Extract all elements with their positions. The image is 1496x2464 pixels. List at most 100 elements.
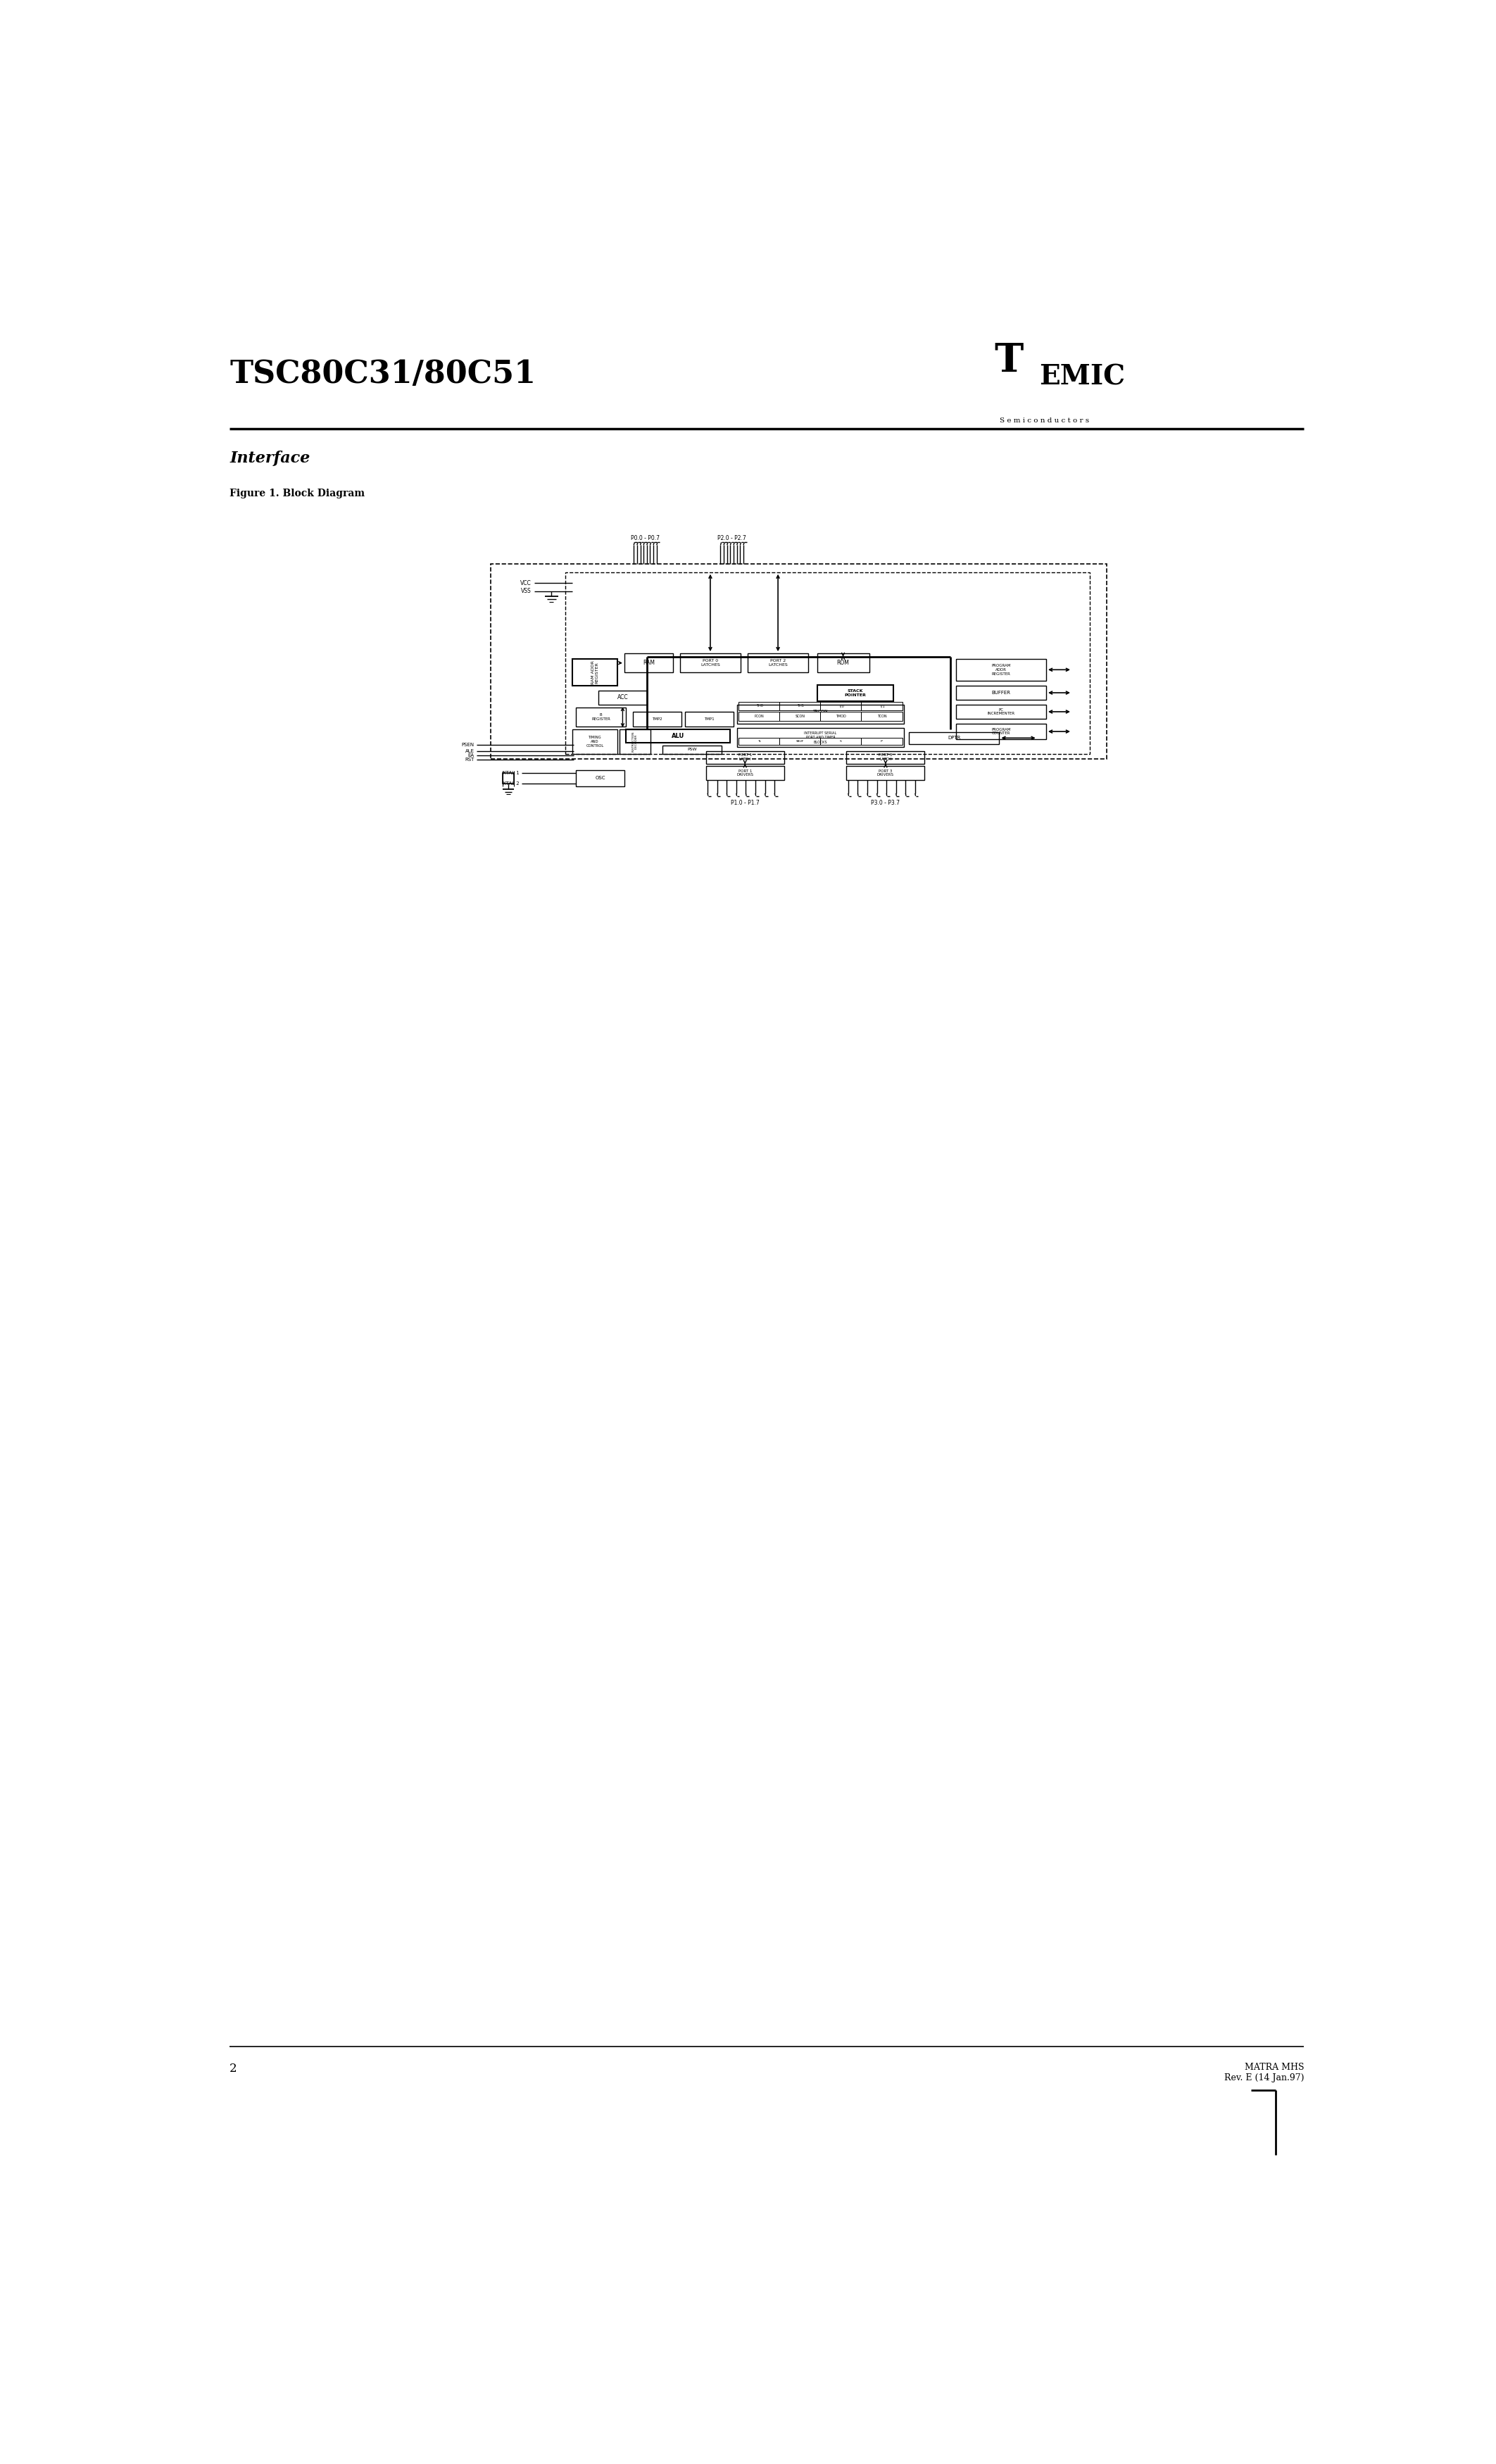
Text: DPTR: DPTR [947, 737, 960, 739]
Text: T: T [995, 342, 1023, 379]
Text: PROGRAM
COUNTER: PROGRAM COUNTER [992, 727, 1011, 734]
Bar [739, 712, 779, 722]
Text: EMIC: EMIC [1040, 365, 1125, 389]
Bar [956, 658, 1046, 680]
Bar [817, 653, 869, 673]
Text: Interface: Interface [229, 451, 310, 466]
Text: 2: 2 [229, 2062, 236, 2075]
Bar [779, 712, 820, 722]
Text: P2.0 - P2.7: P2.0 - P2.7 [718, 535, 747, 542]
Bar [738, 705, 904, 724]
Text: RAM: RAM [643, 660, 655, 665]
Bar [862, 702, 902, 710]
Text: ALU: ALU [672, 732, 685, 739]
Bar [956, 705, 1046, 719]
Text: IP: IP [880, 739, 883, 742]
Text: TH0: TH0 [755, 705, 763, 707]
Bar [956, 685, 1046, 700]
Text: TMP1: TMP1 [705, 717, 715, 722]
Bar [565, 572, 1089, 754]
Text: TPCON: TPCON [812, 710, 829, 712]
Text: S: S [839, 739, 842, 742]
Bar [663, 747, 721, 754]
Bar [820, 712, 862, 722]
Text: VSS: VSS [521, 589, 531, 594]
Text: XTAL 2: XTAL 2 [503, 781, 519, 786]
Bar [503, 774, 513, 784]
Text: BLOCKS: BLOCKS [814, 739, 827, 744]
Text: PORT 3
LATCH: PORT 3 LATCH [878, 754, 893, 761]
Text: S e m i c o n d u c t o r s: S e m i c o n d u c t o r s [999, 416, 1089, 424]
Bar [573, 729, 618, 754]
Text: PORT 2
LATCHES: PORT 2 LATCHES [769, 660, 788, 668]
Bar [847, 752, 925, 764]
Bar [619, 729, 651, 754]
Text: SBUF: SBUF [796, 739, 803, 742]
Bar [706, 752, 784, 764]
Text: Figure 1. Block Diagram: Figure 1. Block Diagram [229, 488, 365, 498]
Text: TCON: TCON [877, 715, 887, 717]
Text: TMP2: TMP2 [652, 717, 663, 722]
Text: PORT 1
LATCH: PORT 1 LATCH [738, 754, 752, 761]
Bar [910, 732, 999, 744]
Bar [779, 702, 820, 710]
Text: OSC: OSC [595, 776, 606, 781]
Text: PSW: PSW [687, 749, 697, 752]
Text: PORT AND TIMER: PORT AND TIMER [806, 737, 835, 739]
Text: ĒA: ĒA [468, 754, 474, 759]
Text: MATRA MHS
Rev. E (14 Jan.97): MATRA MHS Rev. E (14 Jan.97) [1224, 2062, 1305, 2082]
Bar [491, 564, 1107, 759]
Text: P1.0 - P1.7: P1.0 - P1.7 [730, 801, 760, 806]
Text: VCC: VCC [521, 579, 531, 586]
Bar [862, 737, 902, 744]
Bar [817, 685, 893, 702]
Bar [847, 766, 925, 779]
Text: PC
INCREMENTER: PC INCREMENTER [987, 707, 1014, 715]
Bar [739, 737, 779, 744]
Bar [627, 729, 730, 744]
Text: PORT 3
DRIVERS: PORT 3 DRIVERS [877, 769, 895, 776]
Bar [820, 702, 862, 710]
Text: STACK
POINTER: STACK POINTER [844, 690, 866, 697]
Text: XTAL 1: XTAL 1 [503, 771, 519, 776]
Text: B
REGISTER: B REGISTER [591, 715, 610, 722]
Bar [624, 653, 673, 673]
Text: TL: TL [757, 739, 761, 742]
Text: PORT 0
LATCHES: PORT 0 LATCHES [700, 660, 720, 668]
Bar [576, 707, 627, 727]
Text: ALE: ALE [465, 749, 474, 754]
Bar [956, 724, 1046, 739]
Bar [633, 712, 682, 727]
Bar [573, 658, 618, 685]
Text: ROM: ROM [836, 660, 850, 665]
Text: PCON: PCON [754, 715, 764, 717]
Bar [862, 712, 902, 722]
Text: BUFFER: BUFFER [992, 690, 1010, 695]
Text: TIMING
AND
CONTROL: TIMING AND CONTROL [586, 737, 604, 747]
Text: T/1: T/1 [880, 705, 884, 707]
Bar [779, 737, 820, 744]
Text: P0.0 - P0.7: P0.0 - P0.7 [631, 535, 660, 542]
Text: RST: RST [465, 756, 474, 761]
Bar [706, 766, 784, 779]
Bar [576, 771, 624, 786]
Bar [820, 737, 862, 744]
Bar [685, 712, 733, 727]
Text: INSTRUCTION
DECODER: INSTRUCTION DECODER [631, 732, 637, 752]
Text: ACC: ACC [618, 695, 628, 700]
Text: TMOD: TMOD [836, 715, 847, 717]
Text: P3.0 - P3.7: P3.0 - P3.7 [871, 801, 901, 806]
Bar [738, 729, 904, 747]
Bar [679, 653, 741, 673]
Text: INTERRUPT SERIAL: INTERRUPT SERIAL [805, 732, 836, 734]
Bar [748, 653, 808, 673]
Text: RAM ADDR
REGISTER: RAM ADDR REGISTER [591, 660, 598, 685]
Text: PSEN: PSEN [461, 742, 474, 747]
Text: SCON: SCON [796, 715, 805, 717]
Bar [739, 702, 779, 710]
Text: TH1: TH1 [796, 705, 803, 707]
Text: T/0: T/0 [838, 705, 844, 707]
Text: TSC80C31/80C51: TSC80C31/80C51 [229, 360, 536, 389]
Bar [598, 690, 646, 705]
Text: PROGRAM
ADDR
REGISTER: PROGRAM ADDR REGISTER [992, 663, 1011, 675]
